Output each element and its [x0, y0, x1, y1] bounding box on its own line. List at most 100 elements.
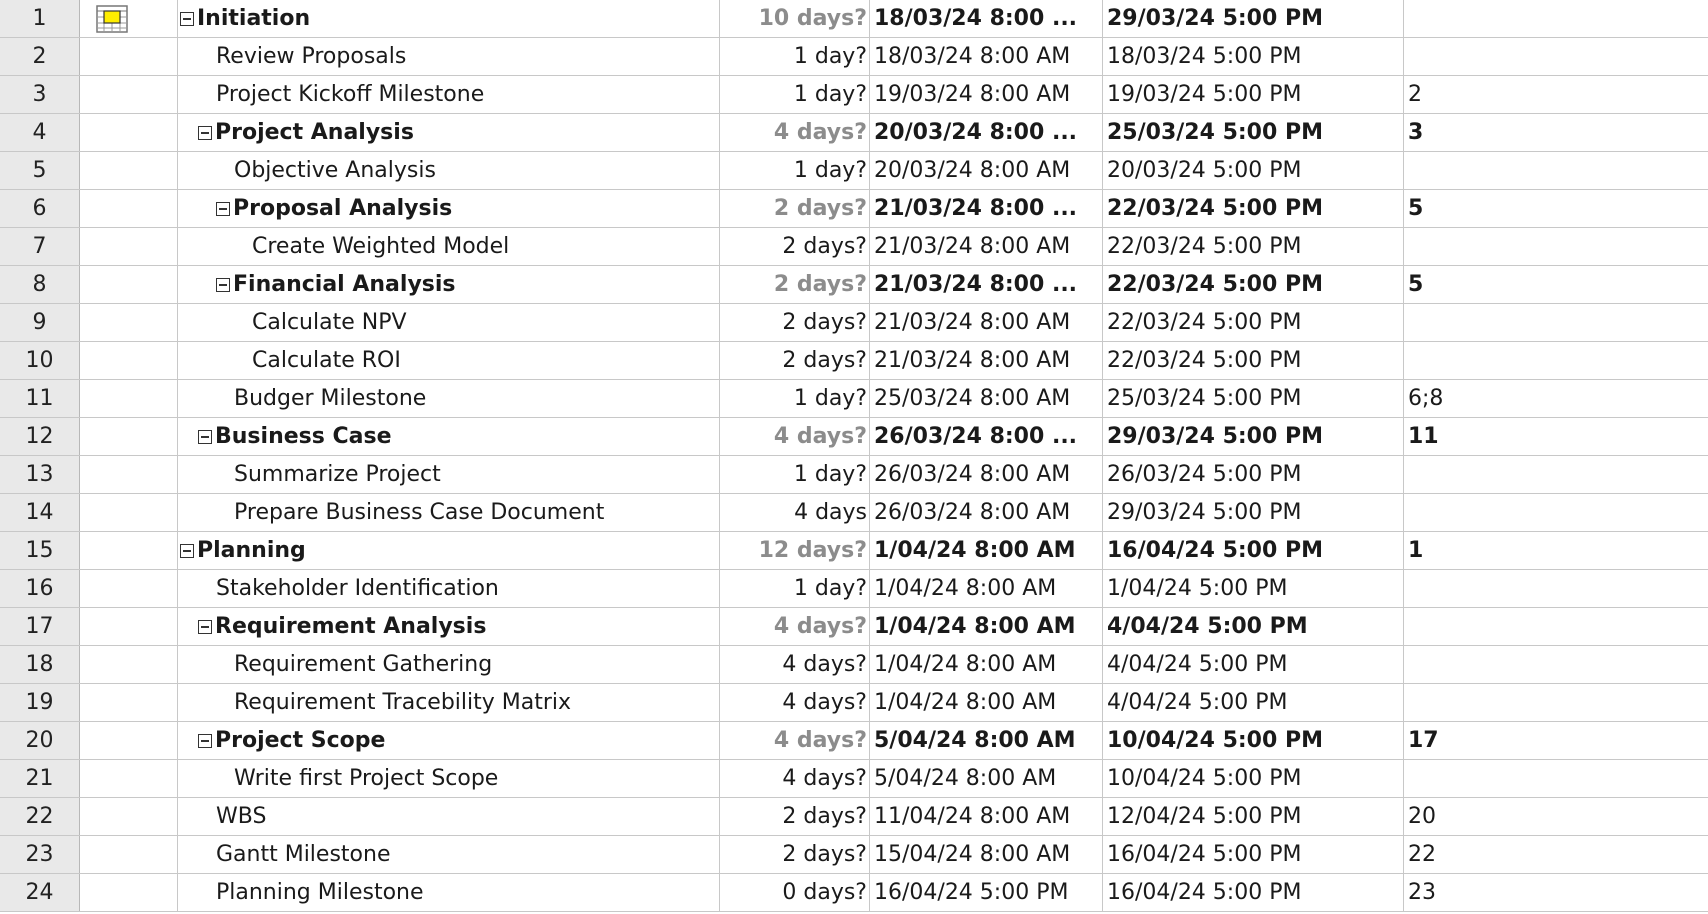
- predecessors-cell[interactable]: 5: [1408, 196, 1424, 221]
- finish-cell[interactable]: 25/03/24 5:00 PM: [1103, 114, 1404, 151]
- start-cell[interactable]: 5/04/24 8:00 AM: [870, 760, 1103, 797]
- task-row[interactable]: 3 Project Kickoff Milestone 1 day? 19/03/24…: [0, 76, 1708, 114]
- start-cell[interactable]: 18/03/24 8:00 ...: [870, 0, 1103, 37]
- finish-cell[interactable]: 16/04/24 5:00 PM: [1103, 836, 1404, 873]
- predecessors-cell[interactable]: [1404, 152, 1708, 189]
- start-cell[interactable]: 11/04/24 8:00 AM: [870, 798, 1103, 835]
- row-id-cell[interactable]: 4: [0, 114, 80, 151]
- predecessors-cell[interactable]: [1404, 228, 1708, 265]
- duration-cell[interactable]: 2 days?: [720, 798, 870, 835]
- start-cell[interactable]: 1/04/24 8:00 AM: [870, 608, 1103, 645]
- row-id-cell[interactable]: 9: [0, 304, 80, 341]
- row-id-cell[interactable]: 16: [0, 570, 80, 607]
- task-name-cell[interactable]: Create Weighted Model: [178, 228, 720, 265]
- finish-cell[interactable]: 20/03/24 5:00 PM: [1103, 152, 1404, 189]
- task-row[interactable]: 12 Business Case 4 days? 26/03/24 8:00 ... 2…: [0, 418, 1708, 456]
- predecessors-cell[interactable]: [1404, 608, 1708, 645]
- finish-cell[interactable]: 22/03/24 5:00 PM: [1103, 190, 1404, 227]
- duration-cell[interactable]: 2 days?: [720, 190, 870, 227]
- finish-cell[interactable]: 4/04/24 5:00 PM: [1103, 646, 1404, 683]
- start-cell[interactable]: 20/03/24 8:00 ...: [870, 114, 1103, 151]
- duration-cell[interactable]: 2 days?: [720, 266, 870, 303]
- task-name-cell[interactable]: Calculate ROI: [178, 342, 720, 379]
- task-row[interactable]: 8 Financial Analysis 2 days? 21/03/24 8:00 …: [0, 266, 1708, 304]
- row-id-cell[interactable]: 17: [0, 608, 80, 645]
- row-id-cell[interactable]: 13: [0, 456, 80, 493]
- task-row[interactable]: 1 Initiation 10 days? 18/03/24 8:00 ... 29/0…: [0, 0, 1708, 38]
- predecessors-cell[interactable]: [1404, 342, 1708, 379]
- task-name-cell[interactable]: Requirement Tracebility Matrix: [178, 684, 720, 721]
- task-name-cell[interactable]: Calculate NPV: [178, 304, 720, 341]
- collapse-icon[interactable]: [198, 430, 212, 444]
- row-id-cell[interactable]: 3: [0, 76, 80, 113]
- row-id-cell[interactable]: 11: [0, 380, 80, 417]
- start-cell[interactable]: 15/04/24 8:00 AM: [870, 836, 1103, 873]
- finish-cell[interactable]: 22/03/24 5:00 PM: [1103, 304, 1404, 341]
- finish-cell[interactable]: 16/04/24 5:00 PM: [1103, 874, 1404, 911]
- start-cell[interactable]: 16/04/24 5:00 PM: [870, 874, 1103, 911]
- finish-cell[interactable]: 22/03/24 5:00 PM: [1103, 266, 1404, 303]
- duration-cell[interactable]: 2 days?: [720, 836, 870, 873]
- task-row[interactable]: 15 Planning 12 days? 1/04/24 8:00 AM 16/04/2…: [0, 532, 1708, 570]
- row-id-cell[interactable]: 8: [0, 266, 80, 303]
- duration-cell[interactable]: 2 days?: [720, 228, 870, 265]
- predecessors-cell[interactable]: [1404, 684, 1708, 721]
- duration-cell[interactable]: 10 days?: [720, 0, 870, 37]
- finish-cell[interactable]: 29/03/24 5:00 PM: [1103, 418, 1404, 455]
- start-cell[interactable]: 21/03/24 8:00 AM: [870, 304, 1103, 341]
- row-id-cell[interactable]: 14: [0, 494, 80, 531]
- row-id-cell[interactable]: 24: [0, 874, 80, 911]
- row-id-cell[interactable]: 10: [0, 342, 80, 379]
- start-cell[interactable]: 1/04/24 8:00 AM: [870, 646, 1103, 683]
- duration-cell[interactable]: 1 day?: [720, 380, 870, 417]
- task-row[interactable]: 14 Prepare Business Case Document 4 days 26…: [0, 494, 1708, 532]
- duration-cell[interactable]: 4 days?: [720, 646, 870, 683]
- row-id-cell[interactable]: 19: [0, 684, 80, 721]
- task-name-cell[interactable]: Write first Project Scope: [178, 760, 720, 797]
- task-row[interactable]: 10 Calculate ROI 2 days? 21/03/24 8:00 AM 22…: [0, 342, 1708, 380]
- task-row[interactable]: 7 Create Weighted Model 2 days? 21/03/24 8:…: [0, 228, 1708, 266]
- row-id-cell[interactable]: 12: [0, 418, 80, 455]
- task-row[interactable]: 2 Review Proposals 1 day? 18/03/24 8:00 AM 1…: [0, 38, 1708, 76]
- duration-cell[interactable]: 1 day?: [720, 570, 870, 607]
- task-row[interactable]: 18 Requirement Gathering 4 days? 1/04/24 8:…: [0, 646, 1708, 684]
- predecessors-cell[interactable]: 2: [1408, 82, 1422, 107]
- task-row[interactable]: 13 Summarize Project 1 day? 26/03/24 8:00 A…: [0, 456, 1708, 494]
- predecessors-cell[interactable]: [1404, 456, 1708, 493]
- task-name-cell[interactable]: Business Case: [178, 418, 720, 455]
- row-id-cell[interactable]: 18: [0, 646, 80, 683]
- start-cell[interactable]: 20/03/24 8:00 AM: [870, 152, 1103, 189]
- predecessors-cell[interactable]: [1404, 38, 1708, 75]
- predecessors-cell[interactable]: [1404, 304, 1708, 341]
- duration-cell[interactable]: 4 days?: [720, 684, 870, 721]
- finish-cell[interactable]: 16/04/24 5:00 PM: [1103, 532, 1404, 569]
- finish-cell[interactable]: 29/03/24 5:00 PM: [1103, 494, 1404, 531]
- duration-cell[interactable]: 4 days?: [720, 722, 870, 759]
- task-name-cell[interactable]: Project Scope: [178, 722, 720, 759]
- finish-cell[interactable]: 25/03/24 5:00 PM: [1103, 380, 1404, 417]
- task-name-cell[interactable]: Stakeholder Identification: [178, 570, 720, 607]
- duration-cell[interactable]: 4 days?: [720, 114, 870, 151]
- task-row[interactable]: 22 WBS 2 days? 11/04/24 8:00 AM 12/04/24 5:0…: [0, 798, 1708, 836]
- finish-cell[interactable]: 4/04/24 5:00 PM: [1103, 608, 1404, 645]
- task-row[interactable]: 5 Objective Analysis 1 day? 20/03/24 8:00 A…: [0, 152, 1708, 190]
- predecessors-cell[interactable]: 17: [1408, 728, 1439, 753]
- collapse-icon[interactable]: [198, 620, 212, 634]
- task-row[interactable]: 4 Project Analysis 4 days? 20/03/24 8:00 ..…: [0, 114, 1708, 152]
- duration-cell[interactable]: 1 day?: [720, 38, 870, 75]
- task-row[interactable]: 23 Gantt Milestone 2 days? 15/04/24 8:00 AM…: [0, 836, 1708, 874]
- predecessors-cell[interactable]: 1: [1408, 538, 1424, 563]
- finish-cell[interactable]: 18/03/24 5:00 PM: [1103, 38, 1404, 75]
- task-row[interactable]: 20 Project Scope 4 days? 5/04/24 8:00 AM 10/…: [0, 722, 1708, 760]
- task-name-cell[interactable]: Proposal Analysis: [178, 190, 720, 227]
- task-name-cell[interactable]: WBS: [178, 798, 720, 835]
- predecessors-cell[interactable]: [1404, 494, 1708, 531]
- task-name-cell[interactable]: Summarize Project: [178, 456, 720, 493]
- task-row[interactable]: 11 Budger Milestone 1 day? 25/03/24 8:00 AM…: [0, 380, 1708, 418]
- collapse-icon[interactable]: [198, 126, 212, 140]
- task-name-cell[interactable]: Requirement Gathering: [178, 646, 720, 683]
- row-id-cell[interactable]: 21: [0, 760, 80, 797]
- start-cell[interactable]: 26/03/24 8:00 AM: [870, 456, 1103, 493]
- task-row[interactable]: 9 Calculate NPV 2 days? 21/03/24 8:00 AM 22/…: [0, 304, 1708, 342]
- finish-cell[interactable]: 29/03/24 5:00 PM: [1103, 0, 1404, 37]
